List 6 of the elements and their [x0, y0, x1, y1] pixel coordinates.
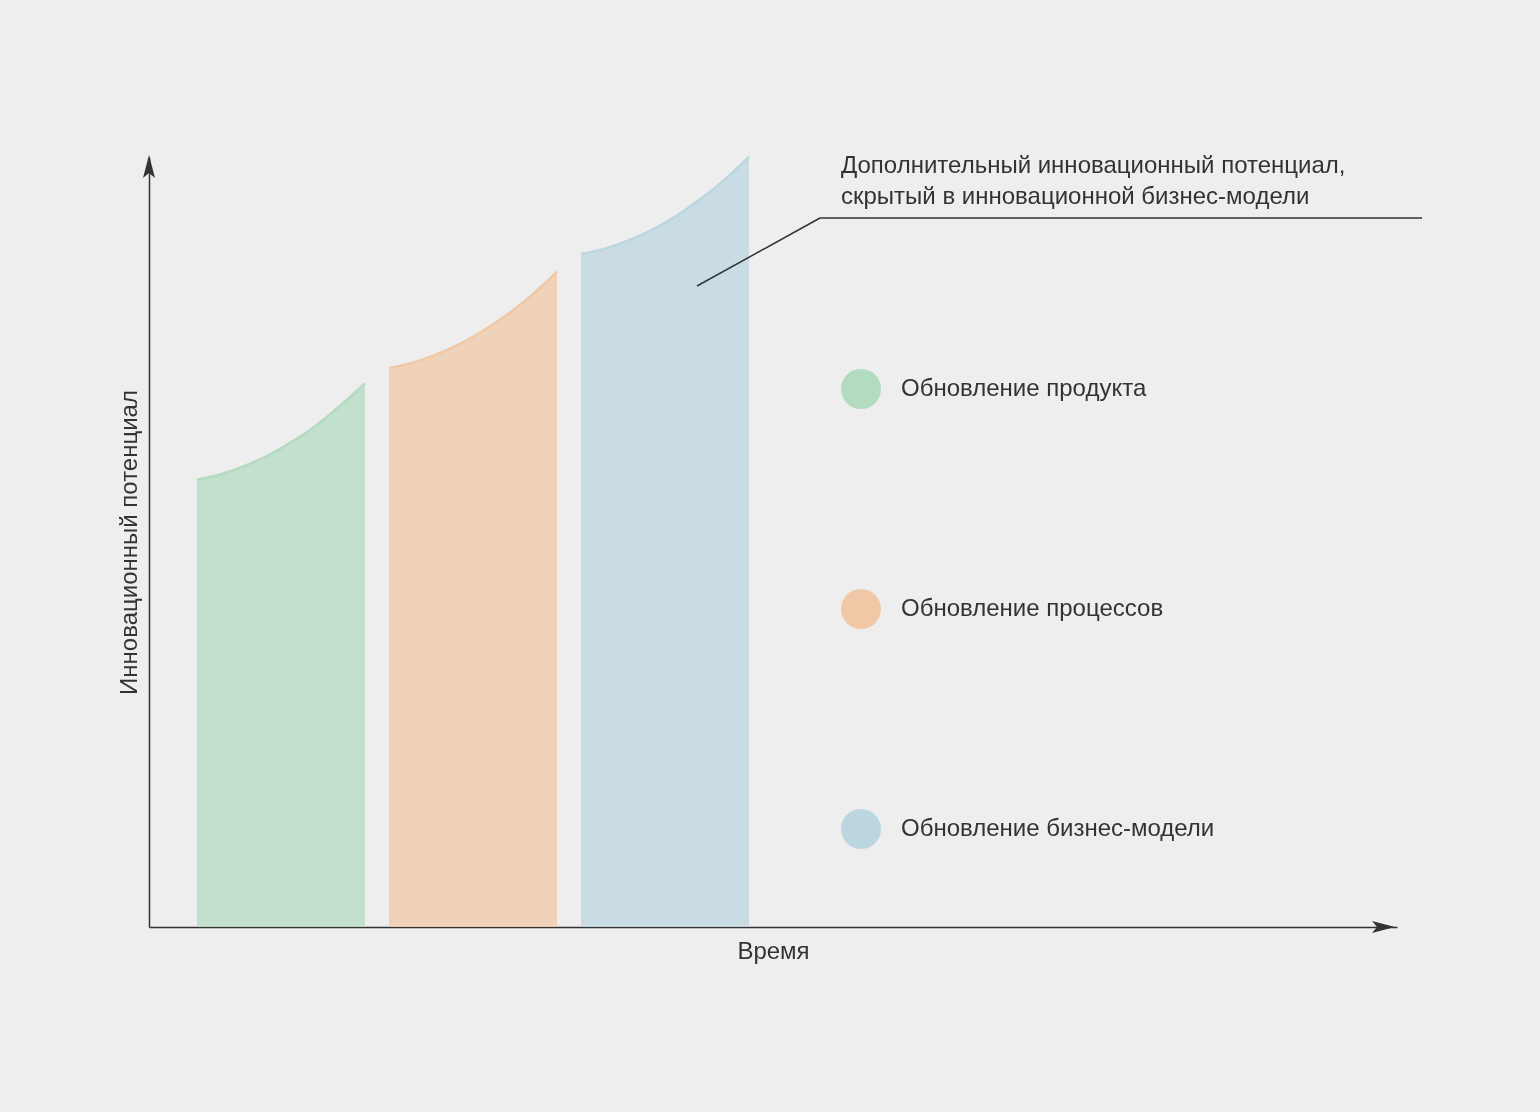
legend-label: Обновление процессов [901, 594, 1164, 621]
legend-label: Обновление продукта [901, 374, 1147, 401]
legend-label: Обновление бизнес-модели [901, 814, 1215, 841]
annotation: Дополнительный инновационный потенциал, скрытый в инновационной бизнес-модели [841, 151, 1346, 209]
x-axis-title: Время [737, 936, 810, 964]
y-axis-title: Инновационный потенциал [114, 390, 142, 695]
